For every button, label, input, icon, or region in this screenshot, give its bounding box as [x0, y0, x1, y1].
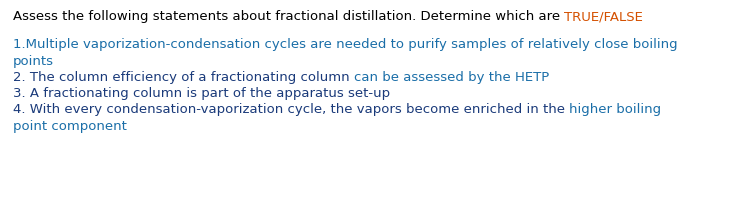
- Text: 1.Multiple vaporization-condensation cycles are needed to purify samples of rela: 1.Multiple vaporization-condensation cyc…: [13, 38, 677, 51]
- Text: 4. With every condensation-vaporization cycle, the vapors become enriched in the: 4. With every condensation-vaporization …: [13, 103, 570, 116]
- Text: points: points: [13, 55, 54, 68]
- Text: Assess the following statements about fractional distillation. Determine which a: Assess the following statements about fr…: [13, 10, 564, 23]
- Text: higher boiling: higher boiling: [570, 103, 661, 116]
- Text: TRUE/FALSE: TRUE/FALSE: [564, 10, 644, 23]
- Text: 2. The column efficiency of a fractionating column: 2. The column efficiency of a fractionat…: [13, 71, 354, 84]
- Text: 3. A fractionating column is part of the apparatus set-up: 3. A fractionating column is part of the…: [13, 87, 390, 100]
- Text: point component: point component: [13, 120, 127, 133]
- Text: can be assessed by the HETP: can be assessed by the HETP: [354, 71, 549, 84]
